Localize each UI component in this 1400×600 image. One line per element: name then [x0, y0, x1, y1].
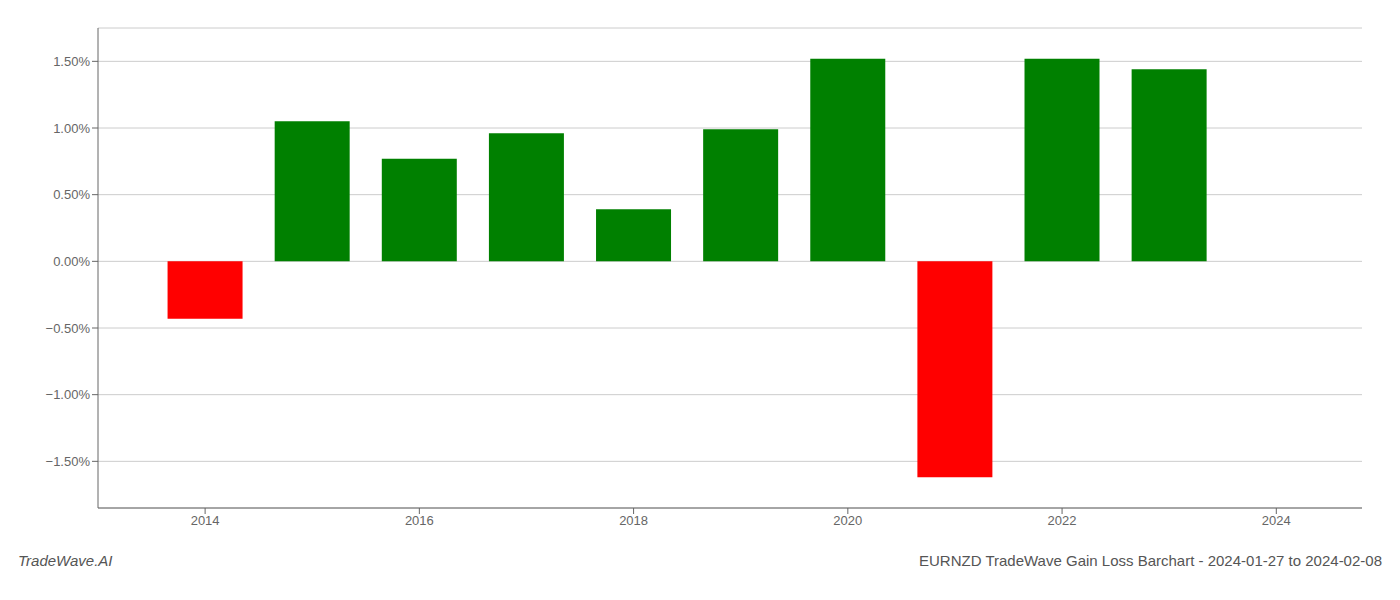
svg-text:2014: 2014	[191, 513, 220, 528]
svg-text:−0.50%: −0.50%	[46, 321, 91, 336]
svg-text:0.50%: 0.50%	[53, 187, 90, 202]
svg-text:2024: 2024	[1262, 513, 1291, 528]
svg-text:1.00%: 1.00%	[53, 121, 90, 136]
svg-text:0.00%: 0.00%	[53, 254, 90, 269]
svg-text:−1.00%: −1.00%	[46, 387, 91, 402]
html-text:EURNZD TradeWave Gain Loss Bar: EURNZD TradeWave Gain Loss Barchart - 20…	[919, 552, 1382, 569]
svg-text:−1.50%: −1.50%	[46, 454, 91, 469]
svg-text:2020: 2020	[833, 513, 862, 528]
svg-text:2022: 2022	[1048, 513, 1077, 528]
html-text:TradeWave.AI: TradeWave.AI	[18, 552, 113, 569]
svg-text:1.50%: 1.50%	[53, 54, 90, 69]
svg-text:2016: 2016	[405, 513, 434, 528]
svg-text:2018: 2018	[619, 513, 648, 528]
